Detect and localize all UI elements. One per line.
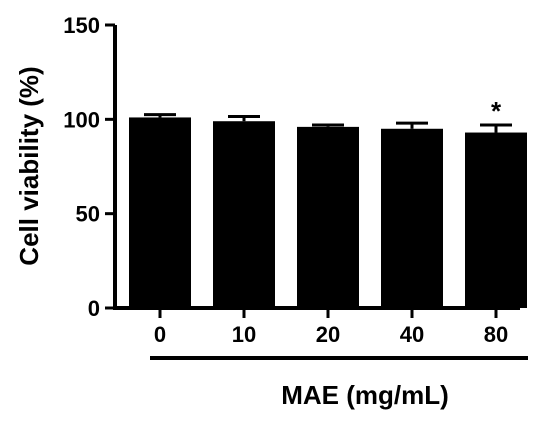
bars-group — [129, 117, 527, 309]
bar — [297, 126, 359, 308]
significance-mark: * — [491, 96, 502, 126]
y-axis-title: Cell viability (%) — [14, 66, 44, 265]
y-ticks-group: 0 50 100 150 — [63, 13, 115, 321]
y-tick-label: 100 — [63, 107, 100, 132]
y-tick-label: 150 — [63, 13, 100, 38]
significance-marks-group: * — [491, 96, 502, 126]
bar — [213, 121, 275, 308]
x-tick-label: 10 — [232, 322, 256, 347]
y-tick-label: 50 — [76, 202, 100, 227]
bar — [129, 117, 191, 309]
x-tick-label: 0 — [154, 322, 166, 347]
x-ticks-group: 0 10 20 40 80 — [154, 308, 508, 347]
x-tick-label: 40 — [400, 322, 424, 347]
bar — [381, 128, 443, 308]
x-axis-title: MAE (mg/mL) — [281, 380, 449, 410]
x-tick-label: 80 — [484, 322, 508, 347]
error-bars-group — [144, 113, 512, 133]
x-tick-label: 20 — [316, 322, 340, 347]
y-tick-label: 0 — [88, 296, 100, 321]
bar — [465, 132, 527, 308]
